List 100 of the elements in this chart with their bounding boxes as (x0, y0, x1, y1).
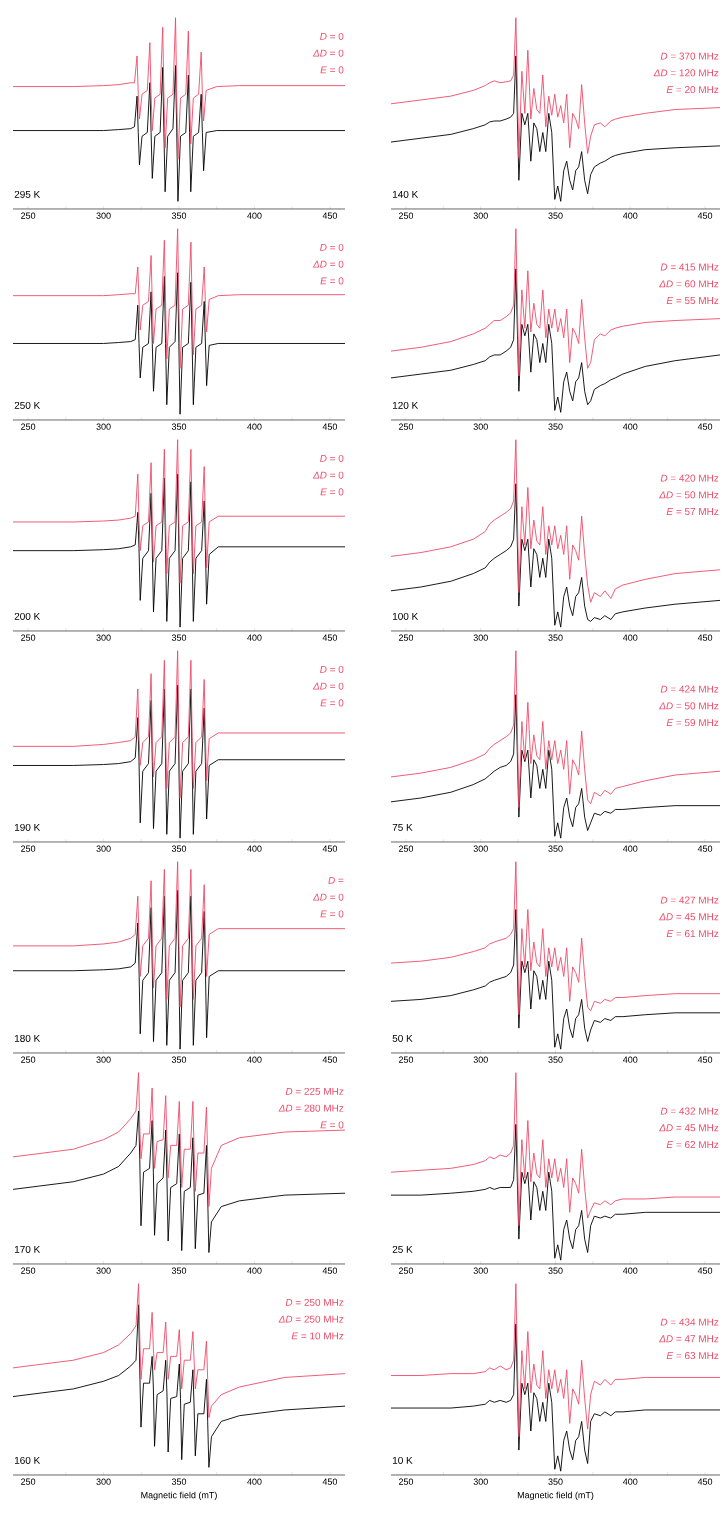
annotation: E = 0 (320, 1121, 344, 1129)
annotation: D = 434 MHz (660, 1318, 719, 1326)
x-tick-label: 400 (623, 1267, 638, 1274)
x-tick-label: 250 (398, 212, 414, 219)
x-tick-label: 450 (322, 1056, 338, 1063)
annotation: E = 57 MHz (666, 508, 719, 516)
x-tick-label: 250 (21, 1056, 36, 1063)
x-tick-label: 400 (247, 845, 262, 852)
x-tick-label: 250 (21, 212, 36, 219)
x-tick-label: 300 (96, 1056, 111, 1063)
x-axis-title: Magnetic field (mT) (517, 1491, 594, 1501)
x-axis-title: Magnetic field (mT) (141, 1491, 217, 1501)
annotation: ΔD = 0 (312, 682, 344, 690)
x-tick-label: 350 (548, 1267, 563, 1274)
annotation: E = 10 MHz (291, 1332, 344, 1340)
annotation: ΔD = 250 MHz (278, 1315, 344, 1323)
annotation: D = (328, 876, 344, 884)
x-tick-label: 250 (21, 1267, 36, 1274)
annotation: 25 K (392, 1245, 413, 1253)
annotation: E = 63 MHz (666, 1352, 719, 1360)
x-tick-label: 350 (171, 845, 187, 852)
x-tick-label: 250 (21, 423, 36, 430)
x-tick-label: 400 (247, 634, 262, 641)
x-tick-label: 400 (247, 1478, 262, 1485)
x-tick-label: 400 (247, 1267, 262, 1274)
annotation: D = 432 MHz (660, 1107, 719, 1115)
x-tick-label: 300 (96, 423, 111, 430)
x-tick-label: 350 (548, 845, 563, 852)
annotation: 190 K (14, 823, 41, 831)
x-tick-label: 450 (322, 634, 338, 641)
annotation: 100 K (392, 612, 419, 620)
x-tick-label: 300 (473, 634, 488, 641)
annotation: E = 0 (320, 910, 344, 918)
x-tick-label: 450 (322, 845, 338, 852)
x-tick-label: 400 (623, 634, 638, 641)
x-tick-label: 400 (247, 1056, 262, 1063)
x-tick-label: 400 (623, 1478, 638, 1485)
x-tick-label: 400 (247, 423, 262, 430)
annotation: ΔD = 45 MHz (659, 913, 719, 921)
annotation: 50 K (392, 1034, 413, 1042)
annotation: 250 K (14, 401, 41, 409)
annotation: 10 K (392, 1456, 413, 1464)
x-tick-label: 300 (96, 1267, 111, 1274)
x-tick-label: 350 (548, 1056, 563, 1063)
x-tick-label: 300 (96, 1478, 111, 1485)
annotation: D = 250 MHz (285, 1298, 344, 1306)
x-tick-label: 250 (398, 1478, 414, 1485)
annotation: D = 0 (320, 665, 344, 673)
x-tick-label: 450 (697, 634, 713, 641)
x-tick-label: 350 (171, 212, 187, 219)
x-tick-label: 300 (473, 845, 488, 852)
annotation: 160 K (14, 1456, 41, 1464)
x-tick-label: 350 (171, 1478, 187, 1485)
annotation: E = 0 (320, 699, 344, 707)
annotation: 120 K (392, 401, 419, 409)
annotation: D = 0 (320, 243, 344, 251)
annotation: D = 415 MHz (660, 263, 719, 271)
annotation: D = 424 MHz (660, 685, 719, 693)
annotation: E = 55 MHz (666, 297, 719, 305)
annotation: E = 61 MHz (666, 930, 719, 938)
x-tick-label: 450 (322, 1267, 338, 1274)
x-tick-label: 250 (398, 423, 414, 430)
annotation: ΔD = 50 MHz (659, 491, 719, 499)
x-tick-label: 300 (96, 212, 111, 219)
annotation: ΔD = 0 (312, 49, 344, 57)
x-tick-label: 400 (247, 212, 262, 219)
x-tick-label: 350 (171, 423, 187, 430)
x-tick-label: 300 (473, 1478, 488, 1485)
annotation: D = 0 (320, 32, 344, 40)
annotation: 140 K (392, 190, 419, 198)
annotation: E = 59 MHz (666, 719, 719, 727)
x-tick-label: 300 (473, 1267, 488, 1274)
x-tick-label: 350 (171, 1056, 187, 1063)
annotation: D = 370 MHz (660, 52, 719, 60)
x-tick-label: 350 (548, 212, 563, 219)
annotation: ΔD = 0 (312, 471, 344, 479)
x-tick-label: 250 (398, 634, 414, 641)
x-tick-label: 250 (21, 634, 36, 641)
annotation: D = 0 (320, 454, 344, 462)
x-tick-label: 400 (623, 845, 638, 852)
x-tick-label: 350 (548, 423, 563, 430)
annotation: ΔD = 60 MHz (659, 280, 719, 288)
annotation: E = 20 MHz (666, 86, 719, 94)
annotation: ΔD = 50 MHz (659, 702, 719, 710)
x-tick-label: 450 (322, 212, 338, 219)
annotation: 200 K (14, 612, 41, 620)
x-tick-label: 450 (697, 1056, 713, 1063)
annotation: 75 K (392, 823, 413, 831)
annotation: E = 62 MHz (666, 1141, 719, 1149)
x-tick-label: 400 (623, 423, 638, 430)
x-tick-label: 300 (473, 1056, 488, 1063)
x-tick-label: 300 (473, 212, 488, 219)
x-tick-label: 400 (623, 1056, 638, 1063)
annotation: ΔD = 0 (312, 260, 344, 268)
x-tick-label: 350 (548, 634, 563, 641)
annotation: ΔD = 120 MHz (653, 69, 719, 77)
x-tick-label: 450 (697, 1267, 713, 1274)
annotation: D = 420 MHz (660, 474, 719, 482)
x-tick-label: 450 (697, 845, 713, 852)
x-tick-label: 350 (171, 1267, 187, 1274)
